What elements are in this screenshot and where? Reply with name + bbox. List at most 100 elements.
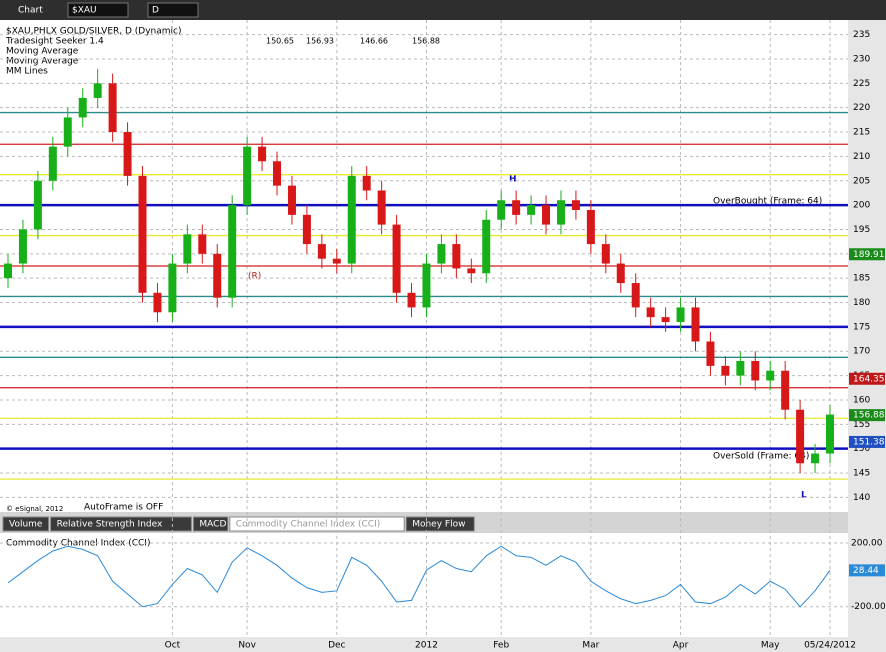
quote: 150.65 <box>266 37 294 46</box>
candle-body <box>721 366 729 376</box>
tab-label[interactable]: Relative Strength Index <box>57 520 163 530</box>
candle-body <box>34 181 42 230</box>
candle-body <box>677 307 685 322</box>
candle-body <box>153 293 161 312</box>
tab-label[interactable]: Money Flow <box>412 520 465 530</box>
candle-body <box>557 200 565 224</box>
y-tick-label: 140 <box>853 493 870 503</box>
y-tick-label: 185 <box>853 274 870 284</box>
y-tick-label: 220 <box>853 103 870 113</box>
candle-body <box>497 200 505 219</box>
y-tick-label: -200.00 <box>851 602 886 612</box>
candle-body <box>691 307 699 341</box>
tab-label[interactable]: Commodity Channel Index (CCI) <box>236 520 380 530</box>
price-tag-label: 151.38 <box>853 437 885 447</box>
value-tag-label: 28.44 <box>853 566 879 576</box>
x-tick-label: 05/24/2012 <box>804 641 856 651</box>
candle-body <box>109 83 117 132</box>
candle-body <box>49 147 57 181</box>
y-tick-label: 180 <box>853 298 870 308</box>
y-tick-label: 195 <box>853 225 870 235</box>
x-tick-label: Apr <box>673 641 689 651</box>
candle-body <box>363 176 371 191</box>
study-label: MM Lines <box>6 67 48 77</box>
candle-body <box>602 244 610 263</box>
oversold-label: OverSold (Frame: 64) <box>713 452 809 462</box>
price-axis <box>848 20 886 652</box>
x-tick-label: Mar <box>582 641 599 651</box>
candle-body <box>736 361 744 376</box>
candle-body <box>288 186 296 215</box>
symbol[interactable]: $XAU <box>72 6 97 16</box>
candle-body <box>617 264 625 283</box>
y-tick-label: 200.00 <box>851 539 883 549</box>
candle-body <box>213 254 221 298</box>
y-tick-label: 215 <box>853 128 870 138</box>
candle-body <box>796 410 804 464</box>
candle-body <box>168 264 176 313</box>
candle-body <box>751 361 759 380</box>
candle-body <box>94 83 102 98</box>
candle-body <box>482 220 490 274</box>
x-tick-label: Feb <box>493 641 509 651</box>
candle-body <box>766 371 774 381</box>
price-tag-label: 156.88 <box>853 411 885 421</box>
window-title: Chart <box>18 6 43 16</box>
candle-body <box>393 225 401 293</box>
candle-body <box>452 244 460 268</box>
candle-body <box>826 415 834 454</box>
candle-body <box>647 307 655 317</box>
y-tick-label: 145 <box>853 469 870 479</box>
candle-body <box>437 244 445 263</box>
candle-body <box>228 205 236 298</box>
candle-body <box>303 215 311 244</box>
y-tick-label: 160 <box>853 395 870 405</box>
candle-body <box>273 161 281 185</box>
candle-body <box>183 234 191 263</box>
x-tick-label: 2012 <box>415 641 438 651</box>
tab-label[interactable]: Volume <box>9 520 43 530</box>
x-tick-label: Nov <box>238 641 256 651</box>
study-label: Tradesight Seeker 1.4 <box>5 37 104 47</box>
y-tick-label: 210 <box>853 152 870 162</box>
y-tick-label: 170 <box>853 347 870 357</box>
x-tick-label: Oct <box>165 641 181 651</box>
candle-body <box>318 244 326 259</box>
candle-body <box>662 317 670 322</box>
y-tick-label: 230 <box>853 54 870 64</box>
candle-body <box>243 147 251 205</box>
candle-body <box>587 210 595 244</box>
candle-body <box>19 229 27 263</box>
tab-label[interactable]: MACD <box>199 520 226 530</box>
candle-body <box>632 283 640 307</box>
candle-body <box>64 117 72 146</box>
copyright: © eSignal, 2012 <box>6 505 63 513</box>
candle-body <box>422 264 430 308</box>
study-label: Moving Average <box>6 57 79 67</box>
candle-body <box>781 371 789 410</box>
x-tick-label: Dec <box>328 641 345 651</box>
candle-body <box>542 205 550 224</box>
candle-body <box>527 205 535 215</box>
quote: 156.93 <box>306 37 334 46</box>
price-tag-label: 189.91 <box>853 250 885 260</box>
candle-body <box>572 200 580 210</box>
autoframe-label: AutoFrame is OFF <box>84 503 163 513</box>
y-tick-label: 175 <box>853 322 870 332</box>
toolbar <box>0 0 886 20</box>
candle-body <box>706 342 714 366</box>
candle-body <box>124 132 132 176</box>
candle-body <box>79 98 87 117</box>
study-label: Moving Average <box>6 47 79 57</box>
y-tick-label: 235 <box>853 30 870 40</box>
candle-body <box>4 264 12 279</box>
quote: 146.66 <box>360 37 388 46</box>
candle-body <box>333 259 341 264</box>
interval[interactable]: D <box>152 6 159 16</box>
candle-body <box>378 190 386 224</box>
y-tick-label: 155 <box>853 420 870 430</box>
candle-body <box>198 234 206 253</box>
low-marker: L <box>801 491 807 501</box>
